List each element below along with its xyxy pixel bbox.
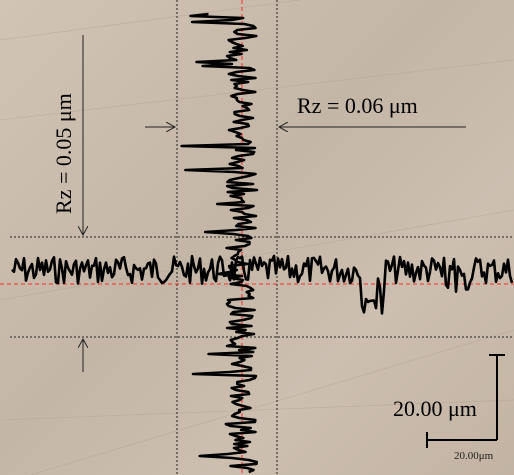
vertical-profile-trace	[180, 12, 259, 474]
scale-bar-tick-label: 20.00μm	[454, 450, 494, 462]
scale-bar	[426, 354, 505, 448]
horizontal-profile-trace	[11, 254, 514, 315]
guide-lines	[10, 0, 514, 475]
dimension-lines	[83, 35, 466, 372]
rz-horizontal-label: Rz = 0.06 μm	[297, 93, 418, 118]
rz-vertical-label: Rz = 0.05 μm	[51, 93, 76, 214]
scale-bar-label: 20.00 μm	[393, 396, 477, 421]
